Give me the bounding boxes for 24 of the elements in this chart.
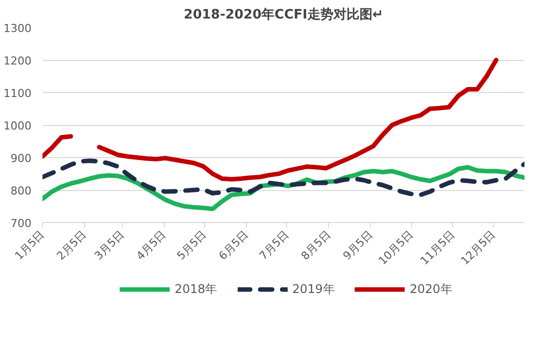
x-tick-label: 7月5日 xyxy=(256,228,292,263)
x-tick-label: 1月5日 xyxy=(12,228,48,263)
x-tick-label: 2月5日 xyxy=(54,228,89,263)
legend-label: 2020年 xyxy=(410,280,452,298)
legend-label: 2019年 xyxy=(292,280,335,298)
chart-title: 2018-2020年CCFI走势对比图↵ xyxy=(184,6,384,22)
x-tick-label: 10月5日 xyxy=(376,228,416,268)
y-tick-label: 1100 xyxy=(4,87,32,100)
x-tick-label: 12月5日 xyxy=(458,228,498,268)
y-tick-label: 900 xyxy=(10,152,32,165)
x-tick-label: 3月5日 xyxy=(92,228,127,263)
x-tick-label: 5月5日 xyxy=(174,228,210,263)
y-tick-label: 800 xyxy=(10,184,32,198)
y-tick-label: 1300 xyxy=(4,22,32,35)
legend-label: 2018年 xyxy=(174,280,218,298)
x-tick-label: 4月5日 xyxy=(134,228,169,263)
y-tick-label: 1000 xyxy=(4,120,32,132)
x-tick-label: 9月5日 xyxy=(340,228,376,263)
x-tick-label: 6月5日 xyxy=(216,228,251,263)
y-tick-label: 1200 xyxy=(4,54,32,68)
line-series xyxy=(42,158,524,198)
x-tick-label: 11月5日 xyxy=(418,228,458,268)
y-tick-label: 700 xyxy=(10,217,32,230)
x-tick-label: 8月5日 xyxy=(298,228,334,263)
